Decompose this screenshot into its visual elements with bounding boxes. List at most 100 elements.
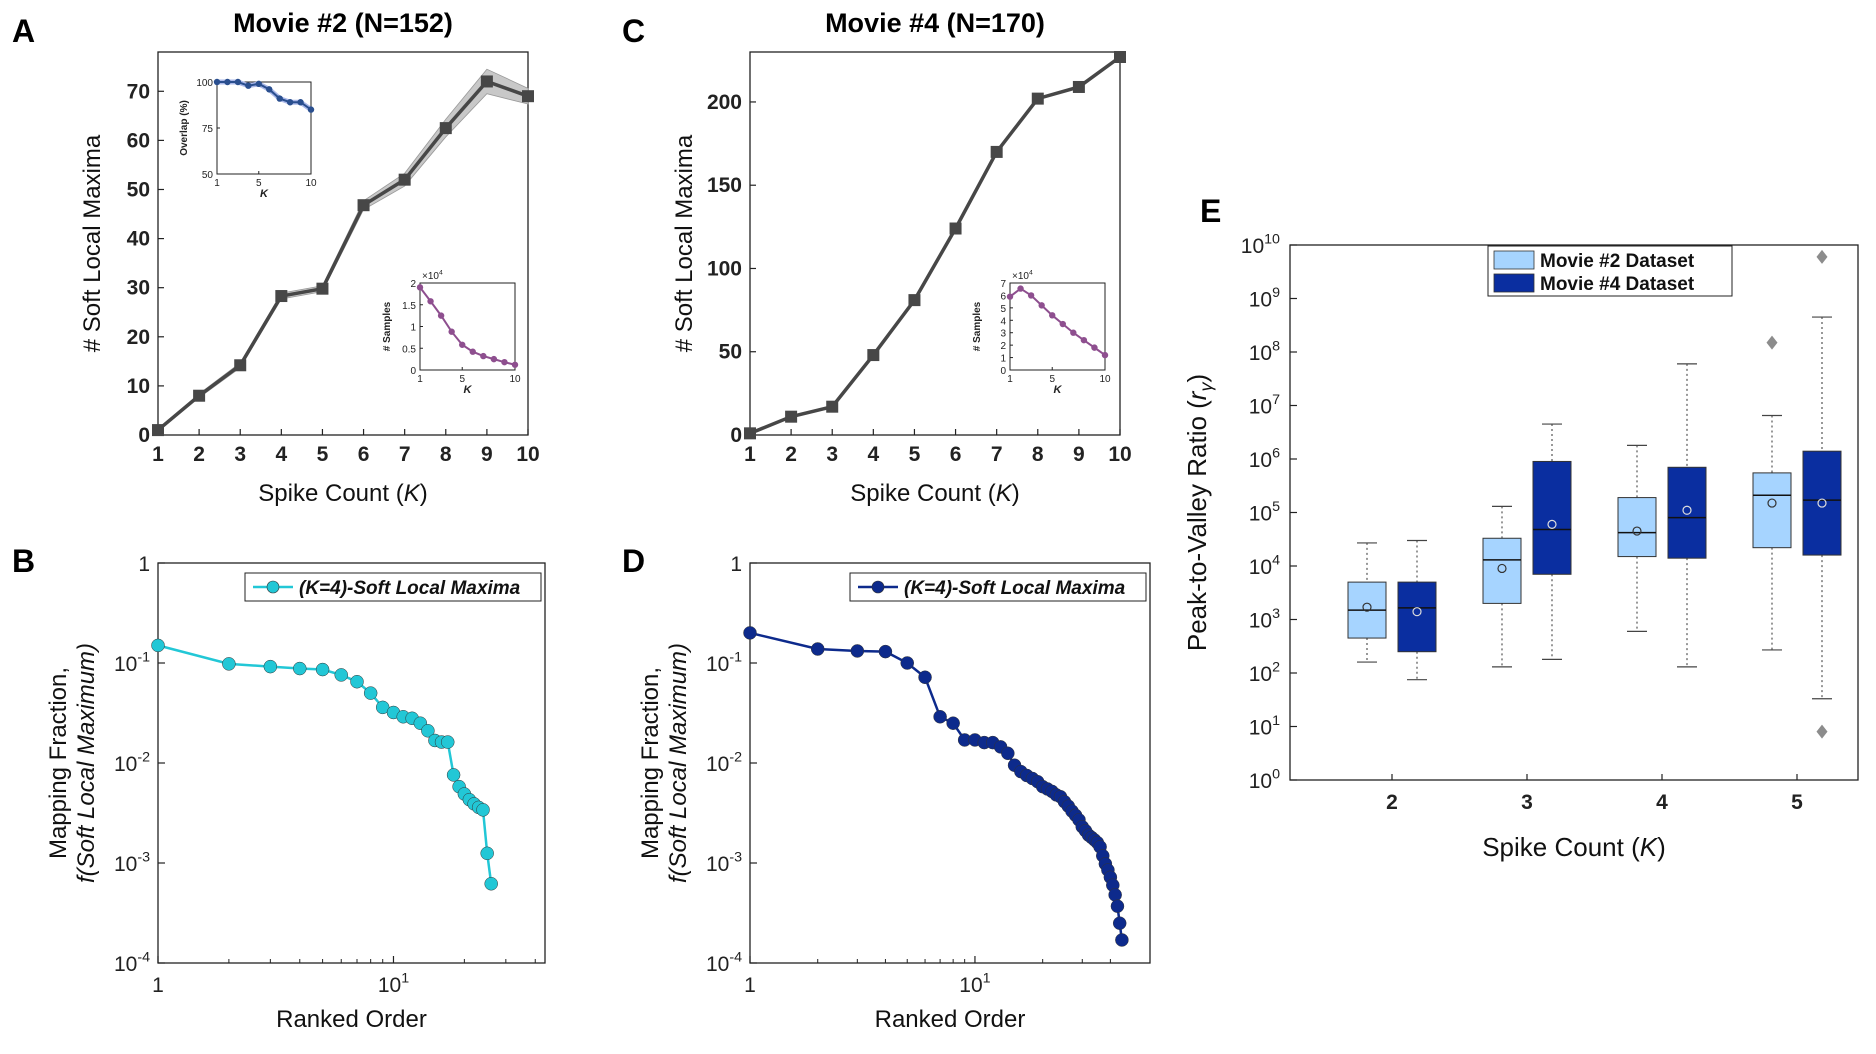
panel-a-inset-samples-data-point xyxy=(511,361,519,368)
panel-b-data-point xyxy=(446,768,461,782)
panel-a-ytick-label: 60 xyxy=(127,129,150,152)
panel-a-inset-overlap-ylabel: Overlap (%) xyxy=(179,100,190,156)
panel-e-box xyxy=(1532,460,1572,575)
panel-a-inset-overlap-ytick-label: 50 xyxy=(202,170,214,181)
panel-a-inset-samples-ylabel: # Samples xyxy=(382,301,393,351)
panel-b-data-point xyxy=(421,724,435,738)
panel-a-inset-overlap-data-point xyxy=(213,78,221,86)
panel-a-data-point xyxy=(234,359,247,372)
panel-e-legend-swatch xyxy=(1493,273,1535,293)
panel-c-ytick-label: 0 xyxy=(730,424,742,447)
panel-c-title: Movie #4 (N=170) xyxy=(825,8,1045,38)
panel-e-mean-marker xyxy=(1412,607,1422,617)
panel-c-data-point xyxy=(949,222,962,235)
panel-b-ylabel-line2: f(Soft Local Maximum) xyxy=(73,643,100,883)
panel-a-inset-overlap-data-point xyxy=(307,106,315,113)
panel-c-inset-samples-series-line xyxy=(1009,287,1106,356)
panel-d-ytick-label: 10-1 xyxy=(706,650,742,676)
panel-d-data-point xyxy=(1110,899,1125,913)
panel-a-xtick-label: 6 xyxy=(358,443,370,466)
panel-c-data-point xyxy=(785,410,798,423)
panel-e-mean-marker xyxy=(1817,498,1827,508)
panel-c-xtick-label: 1 xyxy=(744,443,756,466)
panel-a-inset-samples-data-point xyxy=(437,312,445,319)
panel-c-ytick-label: 200 xyxy=(707,91,742,114)
panel-a-data-point xyxy=(357,199,370,212)
panel-e-mean-marker xyxy=(1682,505,1692,515)
panel-c-data-point xyxy=(908,294,921,307)
panel-d-data-point xyxy=(1108,888,1122,902)
panel-c-inset-samples-xtick-label: 1 xyxy=(1007,374,1013,385)
panel-a-data-point xyxy=(316,282,329,295)
panel-a-inset-overlap-axes-box xyxy=(216,81,312,175)
panel-c-data-point xyxy=(1031,92,1044,105)
panel-c-inset-samples-ytick-label: 2 xyxy=(1000,341,1006,352)
panel-c-inset-samples-data-point xyxy=(1091,344,1098,351)
panel-e-xtick-label: 2 xyxy=(1386,791,1398,814)
panel-a-inset-samples-exponent: ×104 xyxy=(422,270,443,283)
panel-c-inset-samples-ytick-label: 4 xyxy=(1000,316,1006,327)
panel-a-inset-overlap-xtick-label: 1 xyxy=(214,178,220,189)
panel-c-inset-samples-ytick-label: 3 xyxy=(1000,329,1006,340)
panel-a-inset-samples-xtick-label: 10 xyxy=(509,374,521,385)
panel-a-inset-samples-data-point xyxy=(501,358,508,366)
panel-c-inset-samples-data-point xyxy=(1101,351,1109,359)
panel-b-legend-marker xyxy=(266,580,280,594)
panel-e-xtick-label: 5 xyxy=(1791,791,1803,814)
panel-e-mean-marker xyxy=(1362,602,1372,612)
panel-a-inset-samples-ytick-label: 1 xyxy=(410,323,416,334)
panel-c-series-line xyxy=(749,55,1122,435)
panel-a-inset-samples-data-point xyxy=(459,341,466,348)
panel-b-ylabel-line1: Mapping Fraction, xyxy=(45,667,72,859)
panel-a-xlabel: Spike Count (K) xyxy=(258,480,427,507)
panel-e-box xyxy=(1802,450,1842,556)
panel-d-data-point xyxy=(946,716,960,730)
panel-c-xtick-label: 4 xyxy=(867,443,879,466)
panel-a-inset-samples-data-point xyxy=(490,355,498,363)
panel-a-inset-overlap-ytick-label: 100 xyxy=(196,78,213,89)
panel-a-data-point xyxy=(522,90,534,103)
panel-a-ytick-label: 10 xyxy=(127,375,150,398)
panel-a-xtick-label: 4 xyxy=(275,443,287,466)
panel-c-data-point xyxy=(990,145,1003,158)
panel-a-ytick-label: 70 xyxy=(127,80,150,103)
panel-e-box xyxy=(1752,472,1792,549)
panel-c-ytick-label: 150 xyxy=(707,174,742,197)
panel-a-inset-overlap-data-point xyxy=(286,99,294,106)
panel-e-box xyxy=(1667,466,1707,559)
panel-a-data-point xyxy=(480,75,493,88)
panel-d-data-point xyxy=(878,644,893,659)
panel-c-inset-samples-data-point xyxy=(1017,285,1024,292)
panel-a-ytick-label: 30 xyxy=(127,277,150,300)
panel-c-inset-samples-ytick-label: 6 xyxy=(1000,291,1006,302)
panel-c-ytick-label: 50 xyxy=(719,341,742,364)
panel-c-xtick-label: 2 xyxy=(785,443,797,466)
panel-a-inset-samples-axes-box xyxy=(419,282,516,371)
panel-a-inset-samples-ytick-label: 0 xyxy=(410,366,416,377)
panel-b-data-point xyxy=(151,638,165,653)
panel-a-ytick-label: 20 xyxy=(127,326,150,349)
panel-a-data-point xyxy=(152,424,164,437)
panel-b-xtick-label: 1 xyxy=(152,974,164,997)
panel-c-inset-samples-axes-box xyxy=(1009,282,1106,371)
panel-c-xtick-label: 10 xyxy=(1108,443,1131,466)
panel-a-inset-samples-data-point xyxy=(448,328,455,335)
panel-a-xtick-label: 8 xyxy=(440,443,452,466)
panel-e-legend-label: Movie #2 Dataset xyxy=(1540,251,1695,272)
panel-a-inset-samples-data-point xyxy=(469,348,476,355)
panel-a-inset-samples-xlabel: K xyxy=(464,384,473,396)
panel-c-data-point xyxy=(1114,50,1126,63)
panel-c-inset-samples-data-point xyxy=(1059,320,1066,328)
panel-d-data-point xyxy=(743,626,757,640)
panel-letter-c: C xyxy=(622,13,645,49)
panel-c-xlabel: Spike Count (K) xyxy=(850,480,1019,507)
panel-c-inset-samples-data-point xyxy=(1049,312,1056,319)
panel-b-data-point xyxy=(263,659,278,674)
panel-b-data-point xyxy=(315,662,330,677)
panel-c-inset-samples-data-point xyxy=(1038,302,1045,309)
panel-c-inset-samples-ytick-label: 0 xyxy=(1000,366,1006,377)
panel-a-ytick-label: 40 xyxy=(127,228,150,251)
panel-c-data-point xyxy=(867,349,880,362)
panel-c-inset-samples-ytick-label: 5 xyxy=(1000,304,1006,315)
